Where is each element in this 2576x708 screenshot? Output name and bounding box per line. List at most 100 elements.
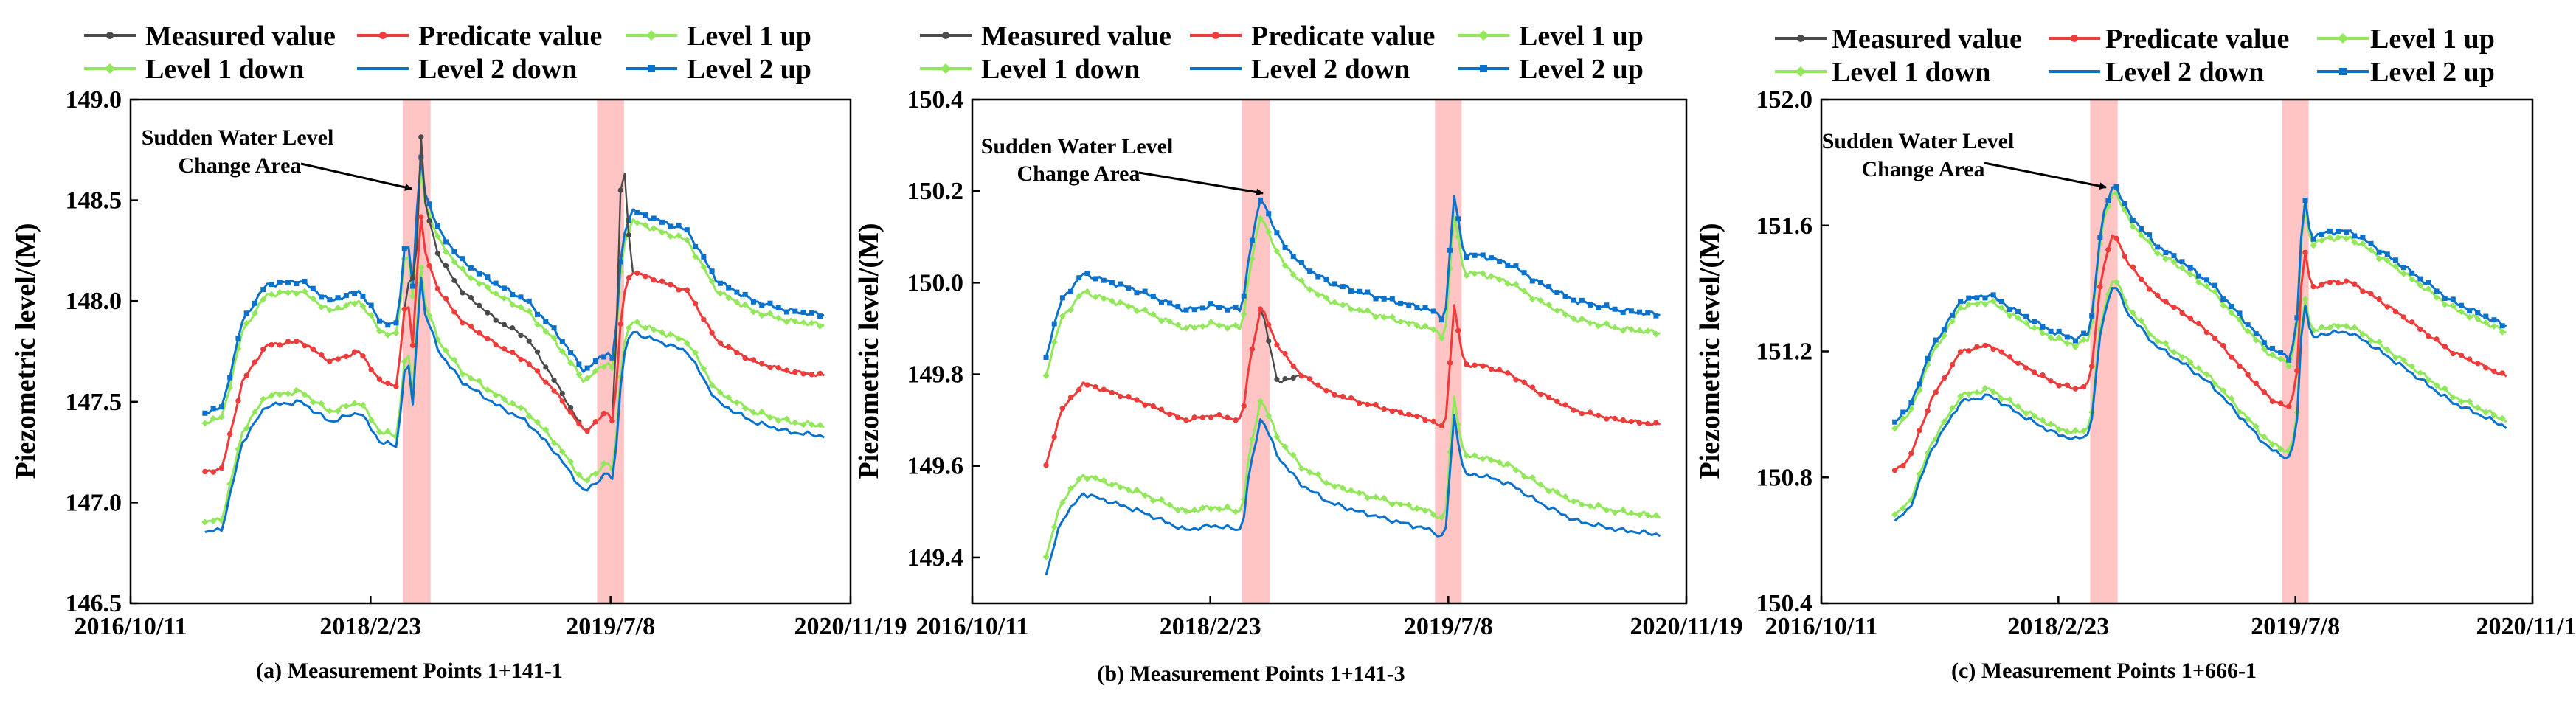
y-tick-label: 150.8: [1756, 464, 1813, 491]
data-point: [318, 352, 325, 358]
data-point: [2178, 354, 2186, 361]
data-point: [202, 410, 208, 416]
highlight-band-2: [597, 100, 624, 603]
data-point: [1050, 339, 1058, 346]
data-point: [2023, 313, 2029, 319]
data-point: [1059, 295, 1065, 301]
annotation-line-1: Sudden Water Level: [142, 125, 334, 150]
data-point: [617, 321, 623, 327]
data-point: [1315, 382, 1321, 388]
data-point: [2467, 308, 2473, 314]
data-point: [759, 361, 765, 367]
series-level-1-down: [201, 264, 825, 526]
data-point: [2294, 367, 2300, 374]
legend-label-level2-up: Level 2 up: [1519, 54, 1644, 85]
data-point: [285, 280, 291, 285]
data-point: [600, 364, 608, 371]
legend-label-level2-down: Level 2 down: [1251, 54, 1410, 85]
data-point: [741, 404, 749, 412]
data-point: [1933, 337, 1939, 343]
data-point: [1504, 280, 1512, 288]
data-point: [485, 310, 491, 316]
data-point: [2475, 361, 2481, 367]
data-point: [1149, 310, 1157, 318]
data-point: [352, 349, 358, 355]
data-point: [2155, 292, 2161, 298]
data-point: [1998, 304, 2005, 311]
data-point: [1455, 327, 1461, 333]
data-point: [2195, 364, 2202, 372]
data-point: [443, 263, 449, 268]
legend-item-measured: Measured value: [920, 21, 1171, 52]
data-point: [2253, 331, 2259, 337]
data-point: [1562, 311, 1569, 319]
data-point: [584, 428, 590, 434]
data-point: [1430, 326, 1437, 333]
data-point: [659, 229, 666, 236]
data-point: [2326, 324, 2333, 331]
data-point: [1108, 481, 1115, 488]
data-point: [1298, 260, 1304, 266]
data-point: [2252, 336, 2260, 344]
data-point: [2064, 382, 2070, 388]
legend: Measured value Predicate value Level 1 u…: [84, 21, 811, 85]
data-point: [2260, 433, 2268, 440]
data-point: [2055, 426, 2063, 433]
data-point: [716, 290, 724, 297]
data-point: [359, 401, 367, 409]
data-point: [360, 353, 366, 359]
data-point: [1546, 284, 1552, 290]
series-line: [1894, 192, 2507, 429]
data-point: [2286, 403, 2292, 409]
data-point: [1455, 216, 1461, 222]
x-tick-label: 2016/10/11: [74, 613, 187, 640]
data-point: [310, 285, 316, 291]
data-point: [401, 358, 408, 365]
data-point: [1438, 335, 1445, 342]
data-point: [1479, 455, 1486, 462]
data-point: [808, 421, 815, 428]
data-point: [2474, 404, 2482, 412]
data-point: [1463, 272, 1470, 280]
data-point: [393, 320, 399, 326]
legend-item-level2-down: Level 2 down: [1190, 54, 1410, 85]
data-point: [2031, 324, 2038, 332]
data-point: [1232, 322, 1239, 329]
annotation-line-2: Change Area: [1862, 157, 1985, 181]
data-point: [401, 246, 407, 251]
data-point: [443, 249, 450, 256]
data-point: [1604, 302, 1610, 308]
data-point: [2089, 313, 2095, 319]
series-line: [1894, 287, 2507, 522]
data-point: [1579, 297, 1585, 303]
data-point: [1224, 503, 1231, 510]
data-point: [501, 322, 508, 327]
data-point: [2252, 423, 2260, 430]
data-point: [667, 233, 674, 240]
y-tick-label: 150.4: [1756, 590, 1813, 617]
x-axis: 2016/10/11 2018/2/23 2019/7/8 2020/11/19: [74, 596, 907, 640]
data-point: [277, 279, 283, 285]
data-point: [1208, 414, 1214, 420]
data-point: [426, 312, 433, 319]
data-point: [1562, 402, 1568, 408]
y-axis-title: Piezometric level/(M): [854, 223, 884, 479]
data-point: [2434, 336, 2440, 342]
data-point: [1248, 436, 1256, 443]
data-point: [2138, 276, 2144, 282]
data-point: [1974, 295, 1980, 301]
series-group: [201, 134, 825, 533]
data-point: [800, 371, 806, 377]
data-point: [342, 302, 350, 309]
data-point: [460, 290, 465, 296]
data-point: [1150, 403, 1156, 409]
legend-label-level2-up: Level 2 up: [687, 54, 811, 85]
x-axis: 2016/10/11 2018/2/23 2019/7/8 2020/11/19: [1765, 596, 2576, 640]
data-point: [467, 375, 474, 382]
data-point: [1233, 304, 1239, 310]
data-point: [335, 295, 341, 301]
data-point: [1273, 433, 1281, 440]
data-point: [584, 365, 590, 371]
data-point: [2367, 246, 2375, 254]
data-point: [2466, 356, 2473, 362]
